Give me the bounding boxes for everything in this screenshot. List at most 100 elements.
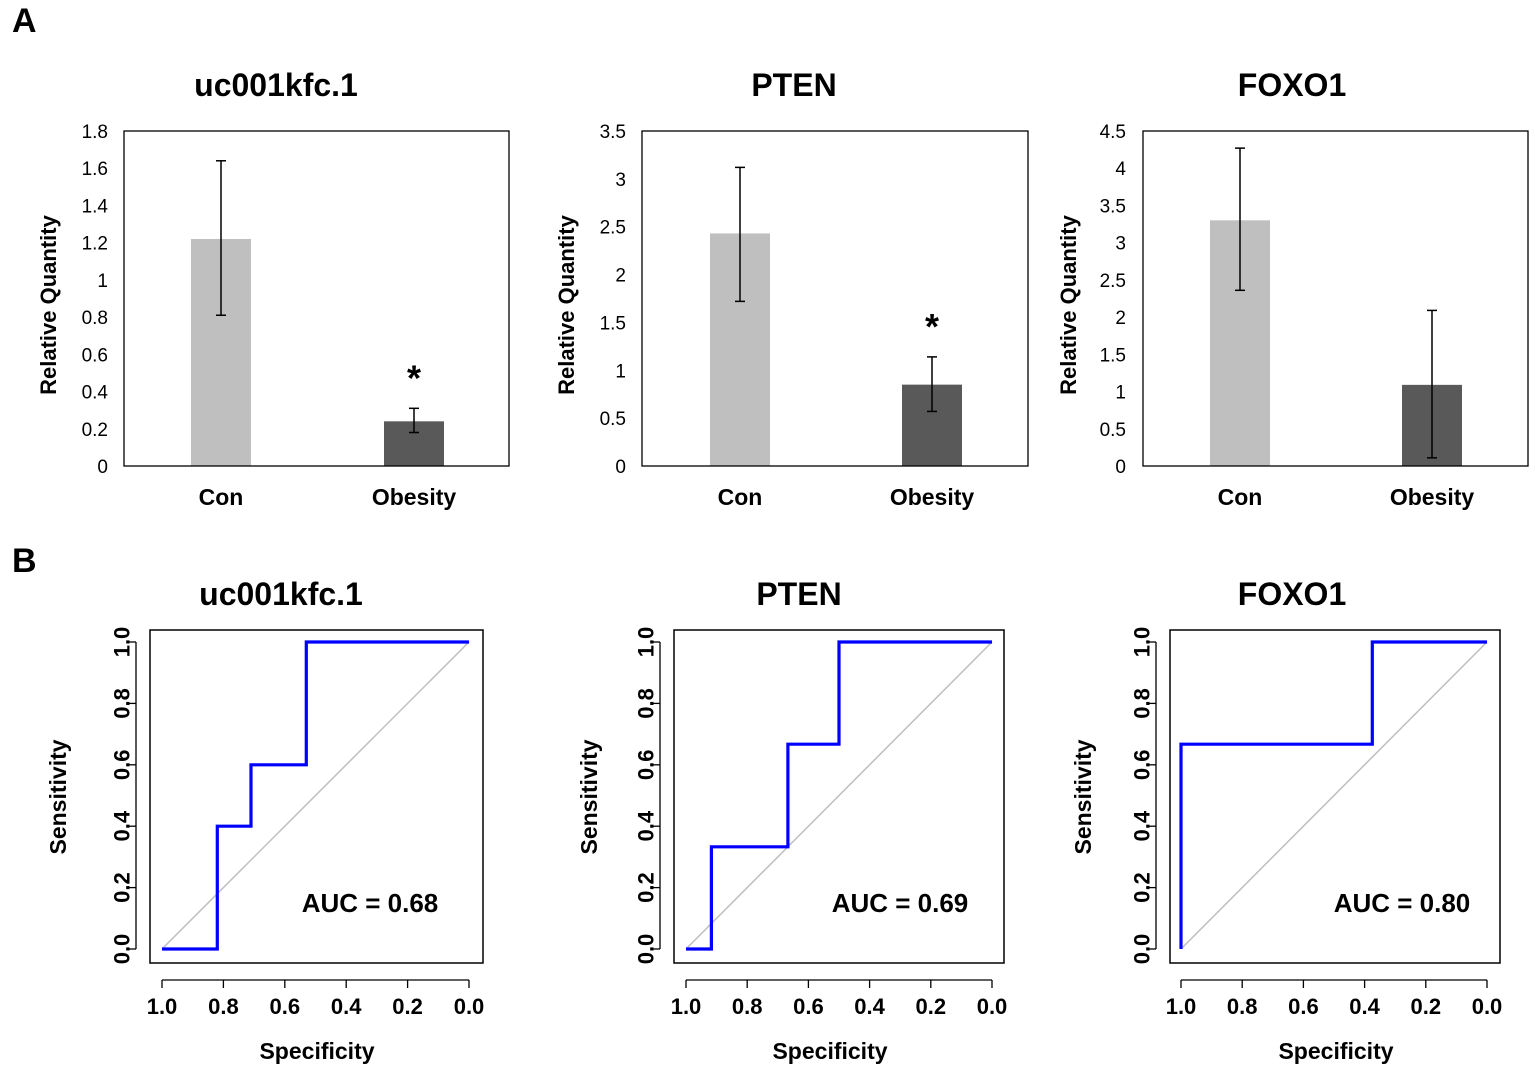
y-tick-label: 0.0 xyxy=(1130,934,1155,965)
roc-curve xyxy=(162,640,469,951)
chart-title: uc001kfc.1 xyxy=(194,67,358,103)
panel-b-label: B xyxy=(12,542,37,580)
y-tick-label: 0.8 xyxy=(634,688,659,719)
y-tick-label: 0.6 xyxy=(82,345,108,366)
y-tick-label: 3.5 xyxy=(600,122,626,143)
y-tick-label: 0.5 xyxy=(1100,420,1126,441)
x-tick-label: 0.0 xyxy=(1472,994,1503,1019)
chart-title: FOXO1 xyxy=(1238,67,1346,103)
panel-a-label: A xyxy=(12,2,37,40)
x-axis-label: Specificity xyxy=(772,1038,887,1064)
y-tick-label: 0.2 xyxy=(110,872,135,903)
roc-chart-uc001kfc1: uc001kfc.1 Sensitivity Specificity AUC =… xyxy=(45,576,484,1064)
y-tick-label: 0.4 xyxy=(634,810,659,841)
y-tick-label: 0.8 xyxy=(1130,688,1155,719)
roc-chart-pten: PTEN Sensitivity Specificity AUC = 0.69 … xyxy=(576,576,1007,1064)
auc-label: AUC = 0.68 xyxy=(302,888,439,918)
auc-label: AUC = 0.80 xyxy=(1334,888,1471,918)
y-tick-label: 2.5 xyxy=(600,218,626,239)
y-axis-label: Sensitivity xyxy=(45,739,71,854)
plot-frame xyxy=(673,629,1005,964)
category-label-con: Con xyxy=(718,484,763,510)
y-axis-label: Relative Quantity xyxy=(554,214,579,394)
reference-diagonal xyxy=(1180,641,1488,950)
y-tick-label: 0.0 xyxy=(110,934,135,965)
roc-curve xyxy=(686,640,992,951)
x-tick-label: 0.4 xyxy=(854,994,885,1019)
plot-frame xyxy=(1142,130,1529,467)
y-tick-label: 1.0 xyxy=(110,627,135,658)
y-axis-label: Sensitivity xyxy=(1070,739,1096,854)
x-tick-label: 0.4 xyxy=(1349,994,1380,1019)
y-tick-label: 3 xyxy=(1115,234,1126,255)
y-tick-label: 0.5 xyxy=(600,409,626,430)
x-tick-label: 1.0 xyxy=(671,994,702,1019)
x-tick-label: 0.8 xyxy=(1227,994,1258,1019)
chart-title: uc001kfc.1 xyxy=(199,576,363,612)
y-tick-label: 1.5 xyxy=(600,313,626,334)
y-tick-label: 0.8 xyxy=(110,688,135,719)
y-tick-label: 1.6 xyxy=(82,159,108,180)
x-tick-label: 0.0 xyxy=(977,994,1008,1019)
x-axis-label: Specificity xyxy=(1278,1038,1393,1064)
reference-diagonal xyxy=(161,641,470,950)
y-tick-label: 4.5 xyxy=(1100,122,1126,143)
category-label-obesity: Obesity xyxy=(1390,484,1475,510)
x-tick-label: 0.4 xyxy=(331,994,362,1019)
x-tick-label: 1.0 xyxy=(147,994,178,1019)
x-axis-label: Specificity xyxy=(259,1038,374,1064)
y-tick-label: 0.8 xyxy=(82,308,108,329)
y-tick-label: 4 xyxy=(1115,159,1126,180)
x-tick-label: 0.0 xyxy=(454,994,485,1019)
y-tick-label: 1.2 xyxy=(82,234,108,255)
plot-frame xyxy=(641,130,1029,467)
y-tick-label: 0.0 xyxy=(634,934,659,965)
category-label-con: Con xyxy=(1218,484,1263,510)
x-tick-label: 0.8 xyxy=(208,994,239,1019)
x-tick-label: 0.2 xyxy=(1411,994,1442,1019)
x-tick-label: 0.2 xyxy=(916,994,947,1019)
y-tick-label: 3 xyxy=(615,170,626,191)
y-axis-label: Sensitivity xyxy=(576,739,602,854)
y-tick-label: 0.2 xyxy=(1130,872,1155,903)
x-tick-label: 0.2 xyxy=(392,994,423,1019)
y-tick-label: 1 xyxy=(1115,383,1126,404)
chart-title: PTEN xyxy=(756,576,841,612)
y-tick-label: 0.6 xyxy=(1130,750,1155,781)
y-tick-label: 0 xyxy=(97,457,108,478)
x-tick-label: 0.8 xyxy=(732,994,763,1019)
plot-frame xyxy=(1169,629,1501,964)
y-tick-label: 2.5 xyxy=(1100,271,1126,292)
y-axis-label: Relative Quantity xyxy=(1056,214,1081,394)
x-tick-label: 0.6 xyxy=(1288,994,1319,1019)
roc-curve xyxy=(1179,640,1487,949)
y-tick-label: 2 xyxy=(615,266,626,287)
y-tick-label: 0.4 xyxy=(82,383,109,404)
y-tick-label: 1 xyxy=(615,361,626,382)
plot-frame xyxy=(123,130,510,467)
chart-title: PTEN xyxy=(751,67,836,103)
significance-star: * xyxy=(925,306,939,347)
bar-chart-pten: PTEN Relative Quantity Con Obesity 0 0.5 1… xyxy=(554,67,1029,510)
x-tick-label: 0.6 xyxy=(270,994,301,1019)
chart-title: FOXO1 xyxy=(1238,576,1346,612)
roc-chart-foxo1: FOXO1 Sensitivity Specificity AUC = 0.80… xyxy=(1070,576,1502,1064)
y-tick-label: 1.8 xyxy=(82,122,108,143)
y-tick-label: 0.2 xyxy=(82,420,108,441)
significance-star: * xyxy=(407,357,421,398)
y-tick-label: 0.4 xyxy=(1130,810,1155,841)
y-tick-label: 0 xyxy=(615,457,626,478)
y-tick-label: 3.5 xyxy=(1100,196,1126,217)
y-tick-label: 0.4 xyxy=(110,810,135,841)
y-tick-label: 0.2 xyxy=(634,872,659,903)
y-tick-label: 1.0 xyxy=(634,627,659,658)
auc-label: AUC = 0.69 xyxy=(832,888,969,918)
plot-frame xyxy=(149,629,484,964)
y-tick-label: 0.6 xyxy=(634,750,659,781)
y-axis-label: Relative Quantity xyxy=(36,214,61,394)
bar-chart-foxo1: FOXO1 Relative Quantity Con Obesity 0 0.5… xyxy=(1056,67,1529,510)
y-tick-label: 0 xyxy=(1115,457,1126,478)
y-tick-label: 0.6 xyxy=(110,750,135,781)
bar-chart-uc001kfc1: uc001kfc.1 Relative Quantity Con Obesity… xyxy=(36,67,510,510)
